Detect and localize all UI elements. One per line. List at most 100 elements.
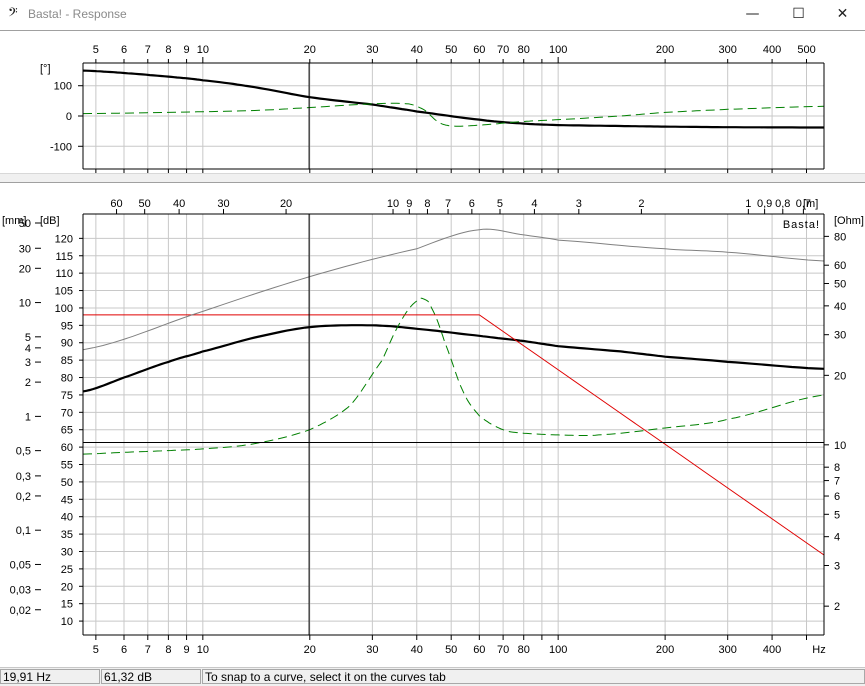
db-tick-label: 15 xyxy=(61,599,73,611)
mm-tick-label: 20 xyxy=(19,263,31,275)
db-tick-label: 115 xyxy=(55,251,73,263)
db-tick-label: 30 xyxy=(61,546,73,558)
freq-tick-label: 10 xyxy=(197,44,209,56)
freq-tick-label: 30 xyxy=(366,44,378,56)
phase-tick-label: -100 xyxy=(50,141,72,153)
db-tick-label: 70 xyxy=(61,407,73,419)
db-tick-label: 10 xyxy=(61,616,73,628)
phase-solid-black-thick-line xyxy=(82,69,824,129)
wavelength-tick-label: 0,8 xyxy=(775,198,790,210)
db-tick-label: 120 xyxy=(55,233,73,245)
response-panel[interactable]: 60 50 40 30 20 10 9 8 7 6 5 4 3 2 1 0,9 0,8 0,7 [m] 5 6 7 8 9 10… xyxy=(0,182,865,667)
freq-tick-label: 10 xyxy=(197,644,209,656)
freq-tick-label: 8 xyxy=(165,44,171,56)
db-tick-label: 55 xyxy=(61,460,73,472)
db-tick-label: 90 xyxy=(61,338,73,350)
freq-tick-label: 7 xyxy=(145,644,151,656)
panel-splitter[interactable] xyxy=(0,173,865,182)
wavelength-tick-label: 60 xyxy=(110,198,122,210)
freq-tick-label: 9 xyxy=(184,644,190,656)
wavelength-tick-label: 30 xyxy=(217,198,229,210)
mm-tick-label: 0,2 xyxy=(16,491,31,503)
freq-tick-label: 50 xyxy=(445,644,457,656)
cursor-frequency: 19,91 Hz xyxy=(3,670,52,684)
freq-tick-label: 60 xyxy=(473,44,485,56)
wavelength-tick-label: 0,7 xyxy=(796,198,811,210)
status-bar: 19,91 Hz 61,32 dB To snap to a curve, se… xyxy=(0,667,865,686)
wavelength-tick-label: 9 xyxy=(406,198,412,210)
phase-chart[interactable]: 5 6 7 8 9 10 20 30 40 50 60 70 80 100 200 300 400 500[°]1… xyxy=(0,31,865,174)
mm-tick-label: 5 xyxy=(25,332,31,344)
mm-tick-label: 4 xyxy=(25,343,31,355)
freq-tick-label: 20 xyxy=(304,644,316,656)
ohm-tick-label: 8 xyxy=(834,462,840,474)
ohm-unit-label: [Ohm] xyxy=(834,215,864,227)
freq-tick-label: 300 xyxy=(719,44,737,56)
freq-tick-label: 6 xyxy=(121,644,127,656)
mm-tick-label: 30 xyxy=(19,243,31,255)
db-tick-label: 20 xyxy=(61,581,73,593)
maximize-button[interactable]: ☐ xyxy=(792,6,805,22)
db-tick-label: 100 xyxy=(55,303,73,315)
status-hint: To snap to a curve, select it on the cur… xyxy=(202,669,865,684)
freq-tick-label: 40 xyxy=(411,644,423,656)
freq-tick-label: 400 xyxy=(763,44,781,56)
ohm-tick-label: 4 xyxy=(834,532,840,544)
window-title: Basta! - Response xyxy=(28,7,127,21)
wavelength-tick-label: 8 xyxy=(424,198,430,210)
mm-tick-label: 10 xyxy=(19,298,31,310)
close-button[interactable]: ✕ xyxy=(836,6,849,22)
db-tick-label: 35 xyxy=(61,529,73,541)
wavelength-tick-label: 4 xyxy=(531,198,537,210)
wavelength-tick-label: 20 xyxy=(280,198,292,210)
freq-tick-label: 20 xyxy=(304,44,316,56)
response-dashed-green-line xyxy=(82,297,825,455)
db-tick-label: 65 xyxy=(61,425,73,437)
db-tick-label: 110 xyxy=(55,268,73,280)
freq-tick-label: 80 xyxy=(518,644,530,656)
db-tick-label: 75 xyxy=(61,390,73,402)
response-solid-gray-line xyxy=(82,228,825,351)
mm-tick-label: 0,05 xyxy=(10,559,31,571)
db-tick-label: 60 xyxy=(61,442,73,454)
ohm-tick-label: 2 xyxy=(834,601,840,613)
freq-tick-label: 60 xyxy=(473,644,485,656)
freq-tick-label: 30 xyxy=(366,644,378,656)
ohm-tick-label: 40 xyxy=(834,301,846,313)
title-bar: 𝄢 Basta! - Response — ☐ ✕ xyxy=(0,0,865,28)
mm-tick-label: 0,3 xyxy=(16,471,31,483)
phase-dashed-green-line xyxy=(82,102,825,127)
wavelength-tick-label: 10 xyxy=(387,198,399,210)
wavelength-tick-label: 0,9 xyxy=(757,198,772,210)
phase-tick-label: 0 xyxy=(66,111,72,123)
response-solid-black-thick-line xyxy=(82,324,825,393)
db-tick-label: 50 xyxy=(61,477,73,489)
response-solid-red-line xyxy=(83,314,825,556)
mm-tick-label: 0,02 xyxy=(10,605,31,617)
ohm-tick-label: 6 xyxy=(834,491,840,503)
basta-watermark: Basta! xyxy=(783,219,820,231)
freq-tick-label: Hz xyxy=(812,644,825,656)
freq-tick-label: 5 xyxy=(93,644,99,656)
ohm-tick-label: 50 xyxy=(834,278,846,290)
phase-unit-label: [°] xyxy=(40,63,51,75)
freq-tick-label: 500 xyxy=(797,44,815,56)
db-tick-label: 105 xyxy=(55,286,73,298)
freq-tick-label: 7 xyxy=(145,44,151,56)
cursor-level: 61,32 dB xyxy=(104,670,153,684)
ohm-tick-label: 60 xyxy=(834,260,846,272)
ohm-tick-label: 3 xyxy=(834,561,840,573)
bass-clef-icon: 𝄢 xyxy=(8,5,18,23)
phase-panel[interactable]: 5 6 7 8 9 10 20 30 40 50 60 70 80 100 200 300 400 500 [°] 1… xyxy=(0,30,865,174)
freq-tick-label: 80 xyxy=(518,44,530,56)
freq-tick-label: 200 xyxy=(656,644,674,656)
db-tick-label: 85 xyxy=(61,355,73,367)
db-unit-label: [dB] xyxy=(40,215,60,227)
freq-tick-label: 6 xyxy=(121,44,127,56)
db-tick-label: 25 xyxy=(61,564,73,576)
minimize-button[interactable]: — xyxy=(745,6,760,22)
freq-tick-label: 100 xyxy=(549,644,567,656)
freq-tick-label: 8 xyxy=(165,644,171,656)
ohm-tick-label: 10 xyxy=(834,440,846,452)
response-chart[interactable]: 60 50 40 30 20 10 9 8 7 6 5 4 3 2 1 0,9 0,8 0,7[m]5 6 7 8 9 10… xyxy=(0,183,865,667)
